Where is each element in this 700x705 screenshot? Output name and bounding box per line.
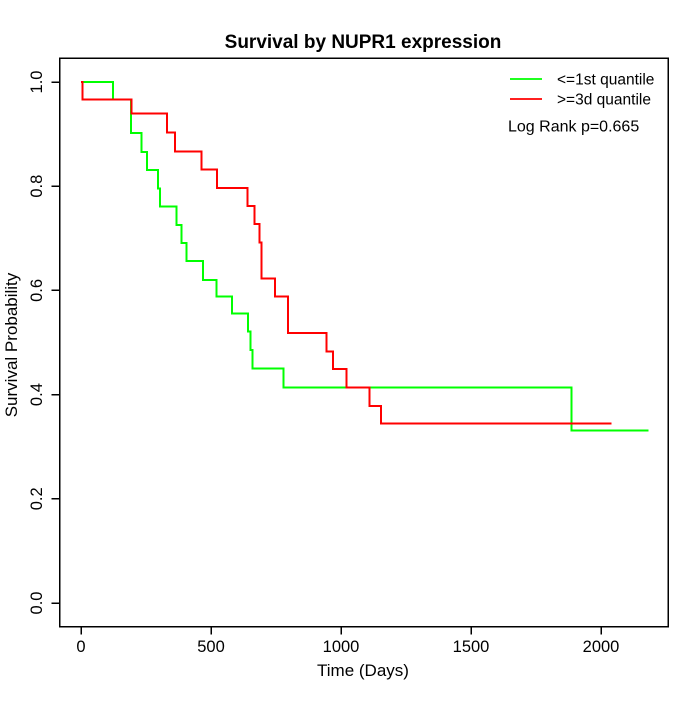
plot-border: [58, 57, 669, 628]
y-axis-title: Survival Probability: [2, 272, 21, 417]
logrank-note: Log Rank p=0.665: [508, 119, 639, 136]
y-tick-label: 0.4: [28, 383, 46, 406]
x-tick-label: 1500: [453, 638, 490, 656]
y-tick-label: 1.0: [28, 71, 46, 94]
km-curves: [81, 81, 649, 432]
x-tick-label: 2000: [583, 638, 620, 656]
y-tick-label: 0.6: [28, 279, 46, 302]
km-curve-low-quantile: [81, 81, 649, 432]
legend-label-red: >=3d quantile: [557, 92, 651, 109]
x-tick-label: 500: [197, 638, 225, 656]
x-axis-title: Time (Days): [317, 661, 409, 680]
km-curve-high-quantile: [81, 81, 612, 425]
legend: <=1st quantile >=3d quantile Log Rank p=…: [508, 72, 654, 136]
y-tick-label: 0.8: [28, 175, 46, 198]
chart-title: Survival by NUPR1 expression: [225, 32, 502, 53]
x-tick-label: 0: [76, 638, 85, 656]
axis-ticks: 0 500 1000 1500 2000 0.0 0.2 0.4 0.6 0.8 1.0: [28, 71, 619, 656]
x-tick-label: 1000: [323, 638, 360, 656]
legend-label-green: <=1st quantile: [557, 72, 654, 89]
y-tick-label: 0.2: [28, 487, 46, 510]
y-tick-label: 0.0: [28, 592, 46, 615]
